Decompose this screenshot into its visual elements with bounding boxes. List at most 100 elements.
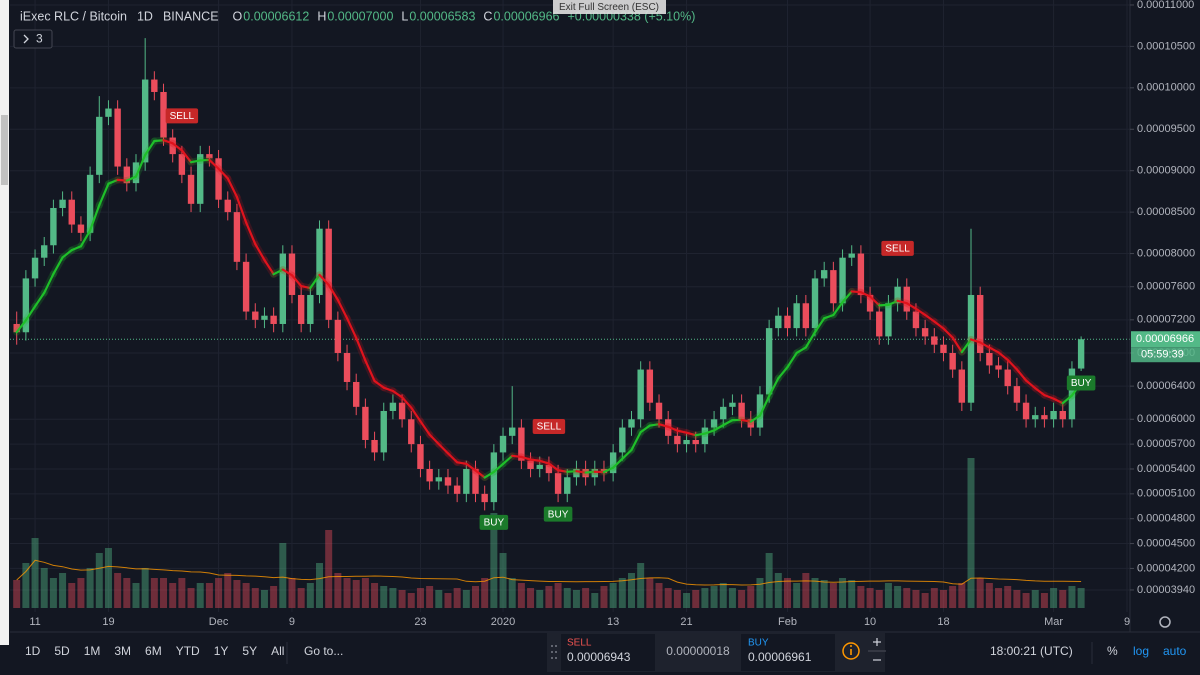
trend-line [896,299,908,305]
trend-line [474,469,486,479]
trend-line [501,454,514,466]
candle-body [591,468,598,478]
trend-line [345,317,358,340]
info-icon[interactable] [842,642,860,660]
indicator-count: 3 [36,32,43,46]
candle-body [527,460,534,469]
collapse-button[interactable]: 3 [13,29,53,49]
trend-line [70,245,83,252]
candle-body [389,402,397,411]
range-button[interactable]: 3M [114,644,131,658]
trend-line [245,221,257,246]
volume-bar [637,563,645,608]
range-button[interactable]: 5Y [242,644,257,658]
trend-line [318,273,330,286]
zoom-buttons[interactable] [868,638,886,661]
range-button[interactable]: 1M [84,644,101,658]
candle-body [573,468,580,478]
volume-bar [728,588,736,608]
trend-line [98,182,110,207]
candle-body [995,365,1002,370]
button-box[interactable] [13,29,53,49]
trend-line [89,204,101,232]
candle-body [738,402,745,420]
volume-bar [490,513,498,608]
trend-line [648,423,661,427]
y-tick-label: 0.00003940 [1137,584,1195,596]
trend-line [1052,397,1064,405]
y-tick-label: 0.00009500 [1137,123,1195,135]
range-button[interactable]: 1D [25,644,41,658]
x-tick-label: 21 [680,616,692,628]
settings-icon[interactable] [1159,616,1171,628]
trend-line [988,346,1000,354]
candle-body [316,228,323,295]
candle-body [628,419,635,428]
range-button[interactable]: 6M [145,644,162,658]
candle-body [903,286,910,312]
candle-body [1004,369,1011,387]
candle-body [940,344,947,353]
candle-body [50,207,57,246]
volume-bar [618,578,626,608]
goto-button[interactable]: Go to... [304,644,343,658]
scrollbar[interactable] [0,0,9,645]
volume-bar [591,593,599,608]
candle-body [490,452,498,503]
signal-label: SELL [170,111,195,122]
candle-body [1022,402,1030,420]
trend-line [189,159,202,164]
volume-bar [683,593,691,608]
clock: 18:00:21 (UTC) [990,644,1073,658]
candle-body [793,303,800,329]
candle-body [233,212,241,262]
volume-bar [86,568,94,608]
trend-line [602,466,615,474]
range-button[interactable]: 5D [54,644,70,658]
candle-body [545,464,553,474]
trend-line [868,295,881,307]
candle-body [1041,415,1048,420]
trend-line [676,429,688,434]
signal-label: BUY [548,509,569,520]
candle-body [1050,410,1057,420]
overlay-box [553,0,666,14]
trend-line [657,423,670,428]
trend-line [24,305,37,322]
trend-line [1006,358,1018,371]
volume-bar [995,588,1003,608]
volume-bar [123,578,131,608]
trend-line [107,178,119,185]
candle-body [536,464,543,469]
scrollbar-thumb[interactable] [1,115,8,185]
candle-body [655,402,663,420]
candle-body [609,452,617,474]
price-axis [1130,0,1200,632]
trend-line [566,470,578,473]
trend-line [832,301,844,317]
candle-body [1032,415,1039,420]
candle-body [68,199,75,225]
sell-button[interactable] [561,634,655,671]
volume-bar [692,590,700,608]
candle-body [720,406,727,420]
volume-bar [545,586,553,608]
countdown-tag [1131,347,1200,363]
candle-body [509,427,516,436]
gear[interactable] [1159,616,1171,628]
trend-line [887,299,899,307]
range-button[interactable]: YTD [176,644,200,658]
volume-bar [251,588,259,608]
range-button[interactable]: 1Y [214,644,229,658]
candle-body [885,303,892,337]
volume-bar [224,573,232,608]
auto-button[interactable]: auto [1163,644,1187,658]
signal-label: SELL [885,244,910,255]
percent-button[interactable]: % [1107,644,1118,658]
candle-body [408,419,415,445]
range-button[interactable]: All [271,644,284,658]
buy-button[interactable] [741,634,835,671]
log-button[interactable]: log [1133,644,1149,658]
candle-body [371,439,378,453]
candle-body [775,315,782,329]
